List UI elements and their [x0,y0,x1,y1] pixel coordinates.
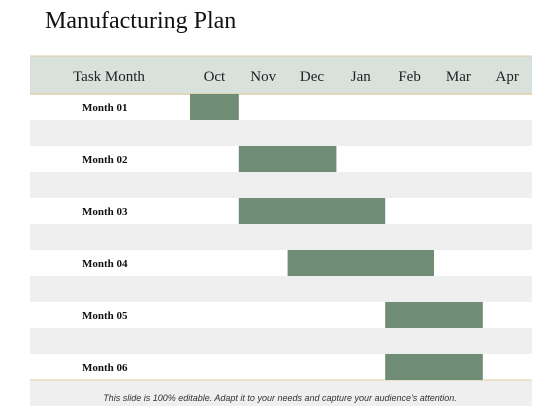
task-bar [385,354,483,380]
column-label-jan: Jan [351,69,371,85]
header-band [30,56,532,94]
header-label: Task Month [73,69,145,85]
task-label: Month 02 [82,154,128,166]
column-label-apr: Apr [496,69,519,85]
task-label: Month 01 [82,102,128,114]
task-label: Month 03 [82,206,128,218]
stripe-row [30,224,532,250]
task-bar [190,94,239,120]
stripe-row [30,328,532,354]
column-label-nov: Nov [250,69,276,85]
task-bar [385,302,483,328]
task-label: Month 04 [82,258,128,270]
page-title: Manufacturing Plan [45,8,237,34]
task-bar [287,250,434,276]
column-label-feb: Feb [398,69,421,85]
task-label: Month 05 [82,310,128,322]
task-bar [238,198,386,224]
column-label-dec: Dec [300,69,324,85]
column-label-oct: Oct [204,69,226,85]
column-label-mar: Mar [446,69,471,85]
stripe-row [30,120,532,146]
stripe-row [30,276,532,302]
task-label: Month 06 [82,362,128,374]
stripe-row [30,380,532,406]
stripe-row [30,172,532,198]
task-bar [238,146,337,172]
footer-note: This slide is 100% editable. Adapt it to… [103,393,457,403]
